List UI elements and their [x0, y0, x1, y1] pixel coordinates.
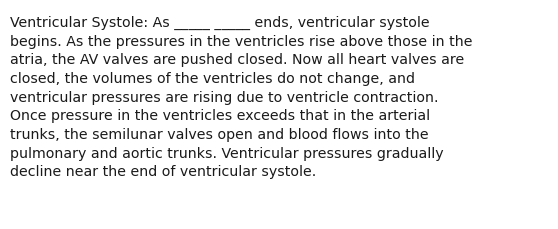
Text: Ventricular Systole: As _____ _____ ends, ventricular systole
begins. As the pre: Ventricular Systole: As _____ _____ ends… — [10, 16, 473, 178]
